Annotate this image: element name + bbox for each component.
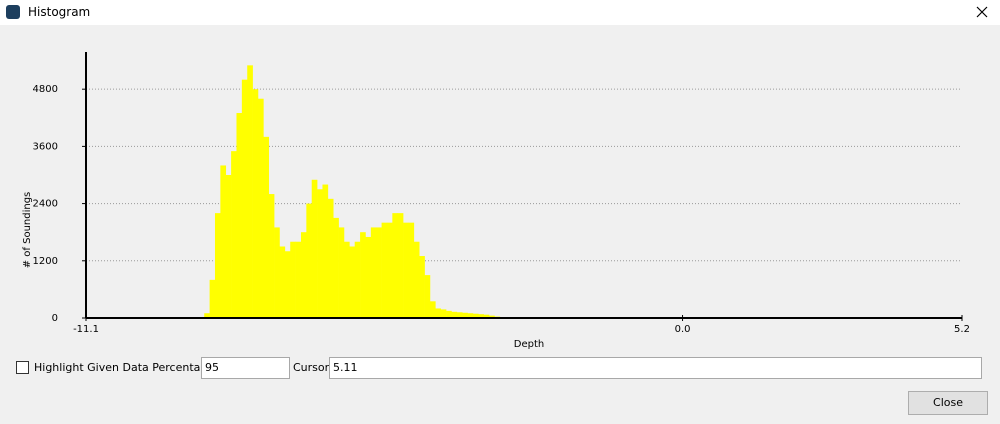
bar	[365, 236, 372, 318]
x-tick-label: 0.0	[675, 324, 691, 335]
bar	[392, 213, 399, 318]
y-tick-label: 1200	[33, 256, 58, 267]
cursor-input[interactable]: 5.11	[329, 357, 982, 379]
bar	[462, 312, 468, 318]
checkbox-label: Highlight Given Data Percentage	[34, 361, 215, 374]
bar	[338, 227, 345, 318]
bar	[376, 227, 382, 318]
bar	[311, 179, 318, 318]
close-icon[interactable]	[976, 6, 988, 18]
bar	[413, 241, 420, 318]
bar	[284, 251, 291, 318]
bar	[225, 174, 232, 318]
y-tick-label: 4800	[33, 84, 58, 95]
bar	[435, 308, 441, 318]
x-tick-label: -11.1	[73, 324, 99, 335]
bar	[467, 313, 474, 318]
bar	[478, 314, 484, 318]
bar	[317, 189, 323, 318]
bar	[279, 246, 286, 318]
bar	[231, 151, 237, 318]
bar	[451, 311, 458, 318]
chart: Depth # of Soundings 0 1200 2400 3600 4800 -1…	[22, 52, 970, 350]
bar	[247, 65, 253, 318]
bar	[333, 217, 339, 318]
bar	[360, 232, 366, 318]
bar	[370, 227, 377, 318]
bar	[274, 227, 280, 318]
bar	[268, 194, 275, 318]
bar	[263, 136, 270, 318]
bar	[408, 222, 415, 318]
bar	[322, 184, 329, 318]
bar	[236, 113, 243, 319]
bar	[397, 213, 404, 318]
bar	[456, 312, 463, 318]
window-title: Histogram	[28, 5, 91, 19]
x-axis-label: Depth	[514, 339, 544, 350]
y-tick-label: 2400	[33, 199, 58, 210]
bar	[440, 309, 447, 318]
bar	[381, 222, 388, 318]
bar	[220, 165, 227, 318]
bar	[446, 310, 452, 318]
cursor-label: Cursor:	[293, 361, 333, 374]
y-axis-label: # of Soundings	[22, 192, 33, 269]
app-icon	[6, 5, 20, 19]
bar	[349, 246, 356, 318]
bar	[354, 241, 361, 318]
bar	[209, 279, 216, 318]
bar	[295, 241, 302, 318]
title-bar: Histogram	[0, 0, 1000, 25]
bar	[429, 301, 436, 318]
bar	[386, 222, 393, 318]
close-button[interactable]: Close	[908, 391, 988, 415]
bar	[424, 275, 431, 318]
x-tick-label: 5.2	[954, 324, 970, 335]
checkbox[interactable]	[16, 361, 29, 374]
bar	[241, 79, 248, 318]
bar	[483, 314, 490, 318]
bar	[300, 232, 307, 318]
bar	[290, 241, 296, 318]
bar	[214, 213, 221, 318]
bar	[306, 203, 313, 318]
bar	[343, 241, 350, 318]
bar	[252, 89, 259, 318]
bar	[204, 313, 210, 318]
percentage-input[interactable]: 95	[201, 357, 290, 379]
y-tick-label: 3600	[33, 141, 58, 152]
bar	[489, 315, 495, 318]
bar	[472, 313, 479, 318]
bar	[327, 198, 334, 318]
bar	[257, 98, 264, 318]
bar	[419, 256, 425, 318]
bar	[403, 222, 409, 318]
y-tick-label: 0	[52, 313, 58, 324]
